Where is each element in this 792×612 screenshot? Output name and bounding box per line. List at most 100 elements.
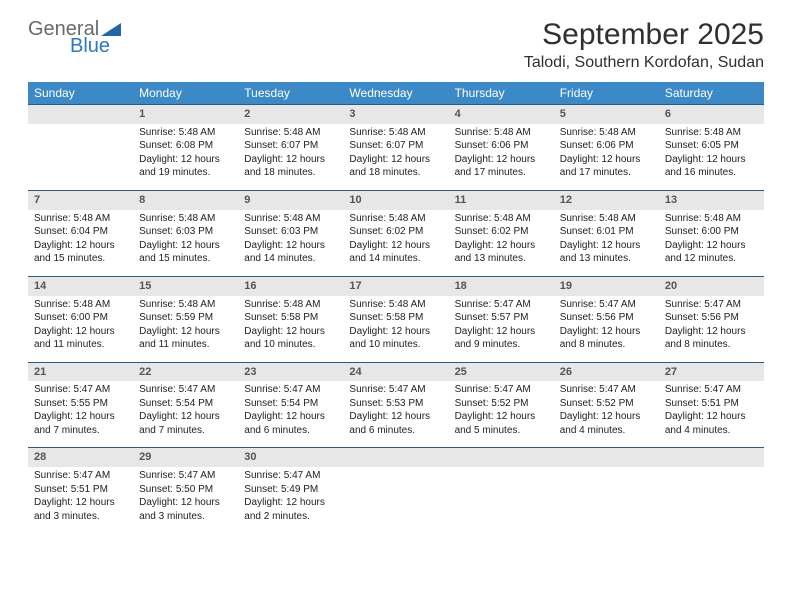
day-data-cell: Sunrise: 5:47 AMSunset: 5:57 PMDaylight:… — [449, 296, 554, 363]
day-data-cell: Sunrise: 5:48 AMSunset: 5:59 PMDaylight:… — [133, 296, 238, 363]
sunrise-text: Sunrise: 5:47 AM — [665, 298, 758, 312]
sunrise-text: Sunrise: 5:47 AM — [560, 383, 653, 397]
sunset-text: Sunset: 5:57 PM — [455, 311, 548, 325]
sunrise-text: Sunrise: 5:48 AM — [349, 126, 442, 140]
day-data-cell: Sunrise: 5:47 AMSunset: 5:51 PMDaylight:… — [28, 467, 133, 533]
daylight-line2: and 15 minutes. — [139, 252, 232, 266]
sunrise-text: Sunrise: 5:48 AM — [349, 212, 442, 226]
weekday-header-row: Sunday Monday Tuesday Wednesday Thursday… — [28, 82, 764, 105]
daylight-line2: and 16 minutes. — [665, 166, 758, 180]
day-number-cell: 19 — [554, 276, 659, 295]
daylight-line1: Daylight: 12 hours — [560, 153, 653, 167]
sunset-text: Sunset: 6:07 PM — [349, 139, 442, 153]
day-data-cell: Sunrise: 5:48 AMSunset: 6:08 PMDaylight:… — [133, 124, 238, 191]
daylight-line2: and 11 minutes. — [34, 338, 127, 352]
sunset-text: Sunset: 5:55 PM — [34, 397, 127, 411]
daylight-line2: and 4 minutes. — [560, 424, 653, 438]
day-data-cell: Sunrise: 5:48 AMSunset: 5:58 PMDaylight:… — [343, 296, 448, 363]
day-data-cell — [343, 467, 448, 533]
brand-logo: GeneralBlue — [28, 18, 121, 58]
day-data-cell: Sunrise: 5:47 AMSunset: 5:54 PMDaylight:… — [133, 381, 238, 448]
day-number-cell: 5 — [554, 105, 659, 124]
daylight-line1: Daylight: 12 hours — [560, 325, 653, 339]
daylight-line1: Daylight: 12 hours — [244, 325, 337, 339]
daylight-line2: and 9 minutes. — [455, 338, 548, 352]
day-data-cell — [554, 467, 659, 533]
day-number-cell — [343, 448, 448, 467]
daylight-line1: Daylight: 12 hours — [34, 325, 127, 339]
calendar-table: Sunday Monday Tuesday Wednesday Thursday… — [28, 82, 764, 533]
sunset-text: Sunset: 5:52 PM — [560, 397, 653, 411]
sunset-text: Sunset: 5:49 PM — [244, 483, 337, 497]
daylight-line1: Daylight: 12 hours — [244, 496, 337, 510]
sunset-text: Sunset: 6:05 PM — [665, 139, 758, 153]
day-data-cell: Sunrise: 5:47 AMSunset: 5:49 PMDaylight:… — [238, 467, 343, 533]
sunrise-text: Sunrise: 5:48 AM — [665, 126, 758, 140]
sunrise-text: Sunrise: 5:48 AM — [455, 126, 548, 140]
daylight-line2: and 6 minutes. — [349, 424, 442, 438]
day-data-cell: Sunrise: 5:48 AMSunset: 6:07 PMDaylight:… — [343, 124, 448, 191]
daylight-line2: and 19 minutes. — [139, 166, 232, 180]
sunset-text: Sunset: 5:53 PM — [349, 397, 442, 411]
daylight-line2: and 6 minutes. — [244, 424, 337, 438]
daylight-line1: Daylight: 12 hours — [455, 239, 548, 253]
daylight-line2: and 15 minutes. — [34, 252, 127, 266]
daylight-line1: Daylight: 12 hours — [665, 325, 758, 339]
week-number-row: 78910111213 — [28, 190, 764, 209]
week-number-row: 123456 — [28, 105, 764, 124]
day-number-cell: 1 — [133, 105, 238, 124]
sunset-text: Sunset: 6:06 PM — [560, 139, 653, 153]
daylight-line2: and 17 minutes. — [560, 166, 653, 180]
daylight-line1: Daylight: 12 hours — [244, 239, 337, 253]
week-data-row: Sunrise: 5:48 AMSunset: 6:00 PMDaylight:… — [28, 296, 764, 363]
day-data-cell: Sunrise: 5:48 AMSunset: 6:02 PMDaylight:… — [343, 210, 448, 277]
day-number-cell: 11 — [449, 190, 554, 209]
sunset-text: Sunset: 6:04 PM — [34, 225, 127, 239]
sunset-text: Sunset: 5:51 PM — [34, 483, 127, 497]
col-thursday: Thursday — [449, 82, 554, 105]
day-number-cell: 18 — [449, 276, 554, 295]
day-number-cell: 29 — [133, 448, 238, 467]
day-number-cell: 16 — [238, 276, 343, 295]
sunrise-text: Sunrise: 5:48 AM — [244, 212, 337, 226]
day-number-cell — [28, 105, 133, 124]
brand-word-2: Blue — [70, 35, 121, 58]
daylight-line2: and 7 minutes. — [139, 424, 232, 438]
sunrise-text: Sunrise: 5:48 AM — [560, 126, 653, 140]
daylight-line2: and 18 minutes. — [349, 166, 442, 180]
sunrise-text: Sunrise: 5:48 AM — [139, 212, 232, 226]
day-data-cell: Sunrise: 5:48 AMSunset: 6:03 PMDaylight:… — [238, 210, 343, 277]
daylight-line2: and 18 minutes. — [244, 166, 337, 180]
sunset-text: Sunset: 6:08 PM — [139, 139, 232, 153]
daylight-line1: Daylight: 12 hours — [244, 153, 337, 167]
daylight-line2: and 8 minutes. — [665, 338, 758, 352]
day-data-cell: Sunrise: 5:48 AMSunset: 6:02 PMDaylight:… — [449, 210, 554, 277]
day-number-cell: 20 — [659, 276, 764, 295]
month-title: September 2025 — [524, 18, 764, 52]
day-number-cell: 4 — [449, 105, 554, 124]
sunset-text: Sunset: 5:58 PM — [244, 311, 337, 325]
sunrise-text: Sunrise: 5:47 AM — [455, 298, 548, 312]
sunrise-text: Sunrise: 5:48 AM — [455, 212, 548, 226]
day-data-cell — [28, 124, 133, 191]
day-data-cell: Sunrise: 5:48 AMSunset: 6:06 PMDaylight:… — [449, 124, 554, 191]
daylight-line2: and 11 minutes. — [139, 338, 232, 352]
day-number-cell: 22 — [133, 362, 238, 381]
day-number-cell: 7 — [28, 190, 133, 209]
daylight-line2: and 10 minutes. — [244, 338, 337, 352]
day-data-cell: Sunrise: 5:48 AMSunset: 6:05 PMDaylight:… — [659, 124, 764, 191]
day-data-cell: Sunrise: 5:47 AMSunset: 5:52 PMDaylight:… — [449, 381, 554, 448]
daylight-line1: Daylight: 12 hours — [139, 239, 232, 253]
sunset-text: Sunset: 5:50 PM — [139, 483, 232, 497]
week-data-row: Sunrise: 5:48 AM Sunset: 6:04 PM Daylight:… — [28, 210, 764, 277]
sunrise-text: Sunrise: 5:47 AM — [244, 469, 337, 483]
day-data-cell: Sunrise: 5:48 AMSunset: 6:06 PMDaylight:… — [554, 124, 659, 191]
sunset-text: Sunset: 6:07 PM — [244, 139, 337, 153]
day-number-cell: 17 — [343, 276, 448, 295]
daylight-line1: Daylight: 12 hours — [665, 153, 758, 167]
day-data-cell: Sunrise: 5:47 AMSunset: 5:56 PMDaylight:… — [554, 296, 659, 363]
daylight-line2: and 14 minutes. — [349, 252, 442, 266]
col-sunday: Sunday — [28, 82, 133, 105]
sunset-text: Sunset: 6:00 PM — [34, 311, 127, 325]
daylight-line2: and 14 minutes. — [244, 252, 337, 266]
